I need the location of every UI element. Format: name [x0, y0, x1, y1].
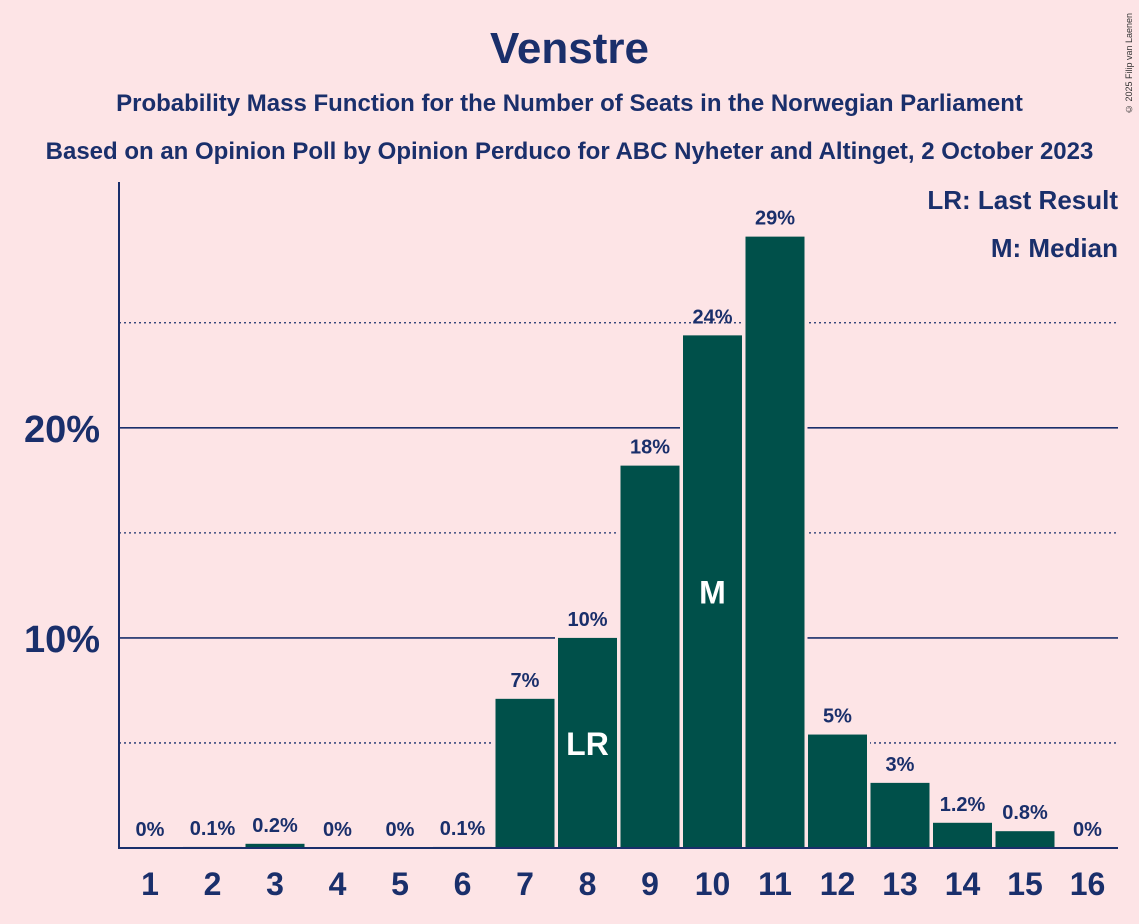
x-tick-label-3: 3: [266, 866, 284, 902]
y-tick-label-10: 10%: [24, 619, 100, 661]
x-tick-label-10: 10: [695, 866, 731, 902]
x-tick-label-5: 5: [391, 866, 409, 902]
bar-markers: LR M: [566, 575, 726, 762]
x-tick-label-9: 9: [641, 866, 659, 902]
data-label-8: 10%: [567, 609, 607, 631]
bar-11: [745, 236, 805, 848]
x-tick-label-7: 7: [516, 866, 534, 902]
bar-9: [620, 465, 680, 848]
data-label-3: 0.2%: [252, 815, 298, 837]
legend-last-result: LR: Last Result: [927, 185, 1118, 215]
x-tick-label-12: 12: [820, 866, 856, 902]
y-tick-label-20: 20%: [24, 409, 100, 451]
bar-14: [933, 822, 992, 848]
bar-13: [870, 782, 930, 848]
bar-clearance-6: [430, 843, 495, 848]
bar-8: [558, 637, 617, 848]
legend-median: M: Median: [991, 233, 1118, 263]
x-tick-label-14: 14: [945, 866, 981, 902]
bar-12: [808, 734, 867, 848]
bar-10: [683, 335, 742, 848]
data-label-4: 0%: [323, 819, 352, 841]
x-tick-label-6: 6: [454, 866, 472, 902]
data-label-13: 3%: [886, 754, 915, 776]
data-label-7: 7%: [511, 670, 540, 692]
x-tick-label-8: 8: [579, 866, 597, 902]
x-axis-ticks: 1 2 3 4 5 6 7 8 9 10 11 12 13 14 15 16: [141, 866, 1105, 902]
marker-m-label: M: [699, 575, 726, 611]
x-tick-label-11: 11: [758, 866, 792, 902]
x-tick-label-1: 1: [141, 866, 159, 902]
x-tick-label-15: 15: [1007, 866, 1043, 902]
chart-subtitle: Probability Mass Function for the Number…: [116, 90, 1023, 117]
bars: [180, 233, 1058, 848]
x-tick-label-16: 16: [1070, 866, 1106, 902]
data-label-5: 0%: [386, 819, 415, 841]
marker-lr-label: LR: [566, 726, 609, 762]
data-labels: 0% 0.1% 0.2% 0% 0% 0.1% 7% 10% 18% 24% 29% 5% 3% 1.2%…: [136, 208, 1103, 841]
data-label-14: 1.2%: [940, 794, 986, 816]
x-tick-label-4: 4: [329, 866, 347, 902]
bar-15: [995, 831, 1055, 848]
data-label-9: 18%: [630, 437, 670, 459]
data-label-2: 0.1%: [190, 818, 236, 840]
chart-title: Venstre: [490, 24, 649, 73]
bar-clearance-2: [180, 843, 245, 848]
data-label-16: 0%: [1073, 819, 1102, 841]
data-label-11: 29%: [755, 208, 795, 230]
data-label-10: 24%: [692, 306, 732, 328]
bar-3: [245, 843, 305, 848]
x-tick-label-13: 13: [882, 866, 918, 902]
y-axis-ticks: 10% 20%: [24, 409, 100, 661]
bar-7: [495, 698, 555, 848]
data-label-6: 0.1%: [440, 818, 486, 840]
data-label-12: 5%: [823, 706, 852, 728]
x-tick-label-2: 2: [204, 866, 222, 902]
data-label-1: 0%: [136, 819, 165, 841]
data-label-15: 0.8%: [1002, 802, 1048, 824]
chart-source-line: Based on an Opinion Poll by Opinion Perd…: [45, 138, 1094, 165]
